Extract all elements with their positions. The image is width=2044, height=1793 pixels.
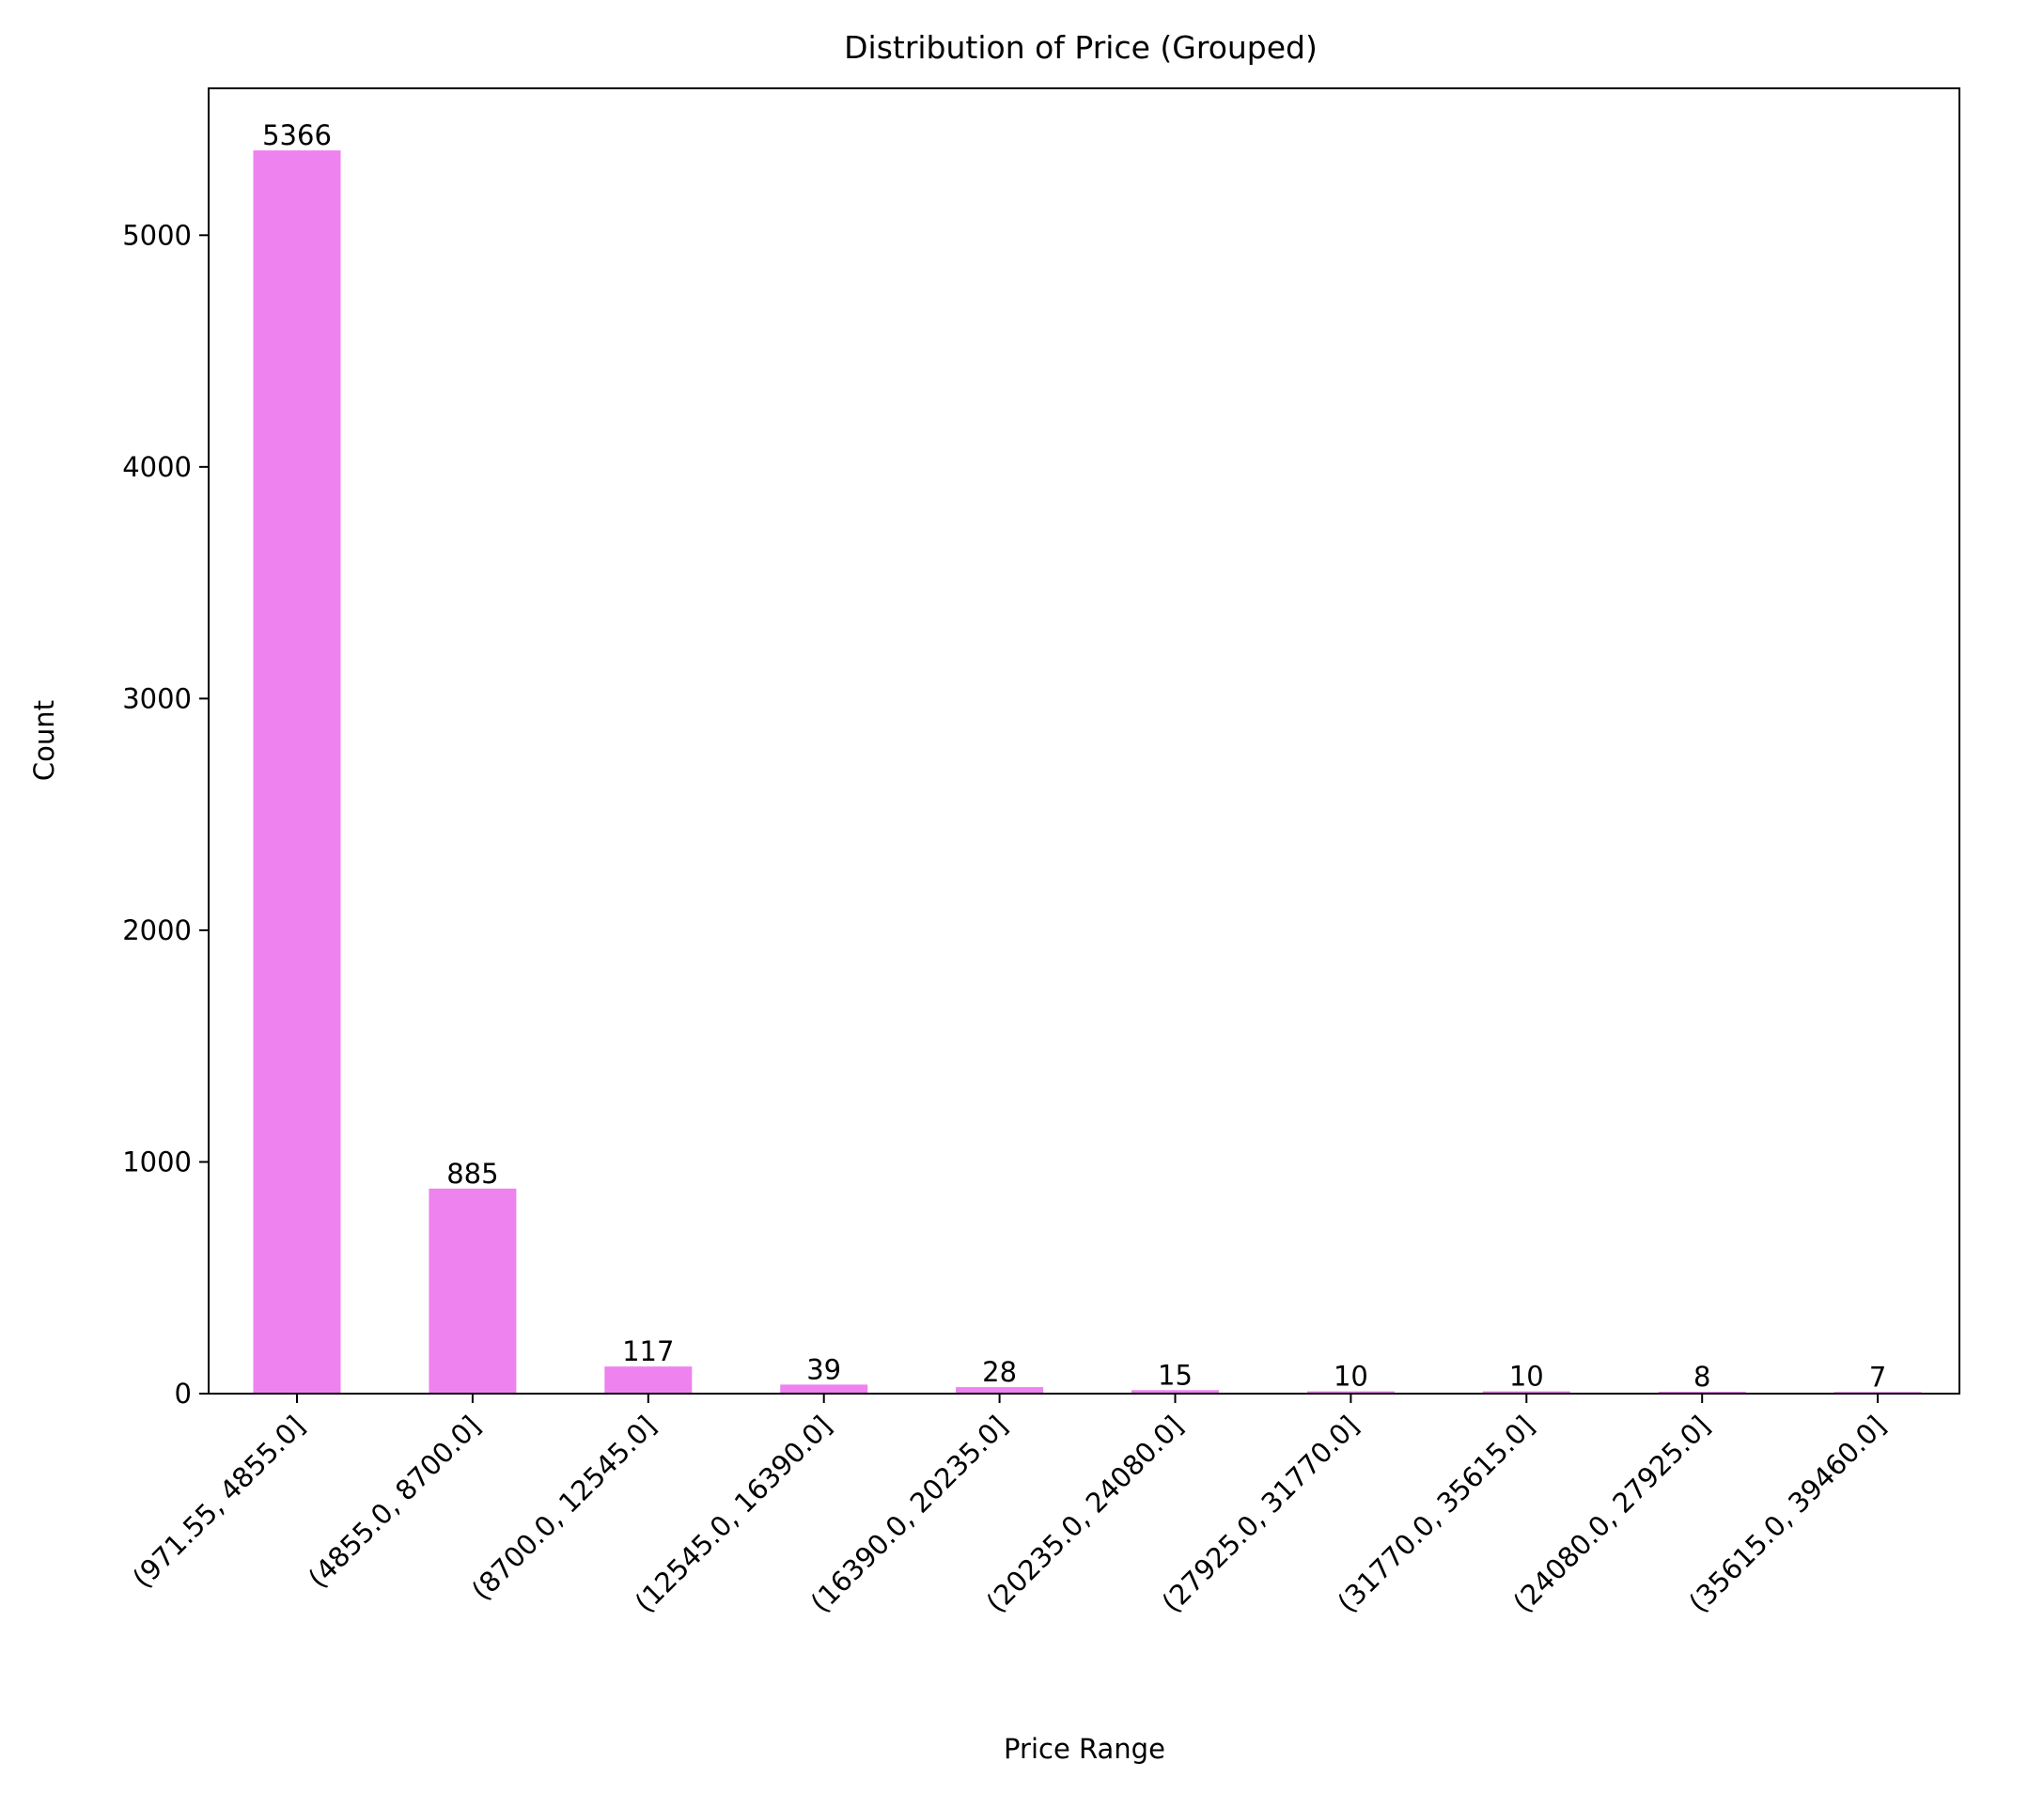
bar-value-label: 15: [1158, 1359, 1193, 1391]
bar-value-label: 8: [1693, 1361, 1710, 1393]
y-tick-label: 1000: [122, 1146, 192, 1177]
bars-layer: [253, 150, 1922, 1395]
y-tick-label: 3000: [122, 682, 192, 714]
bar: [429, 1188, 517, 1394]
bar-value-label: 10: [1509, 1361, 1544, 1393]
bar: [956, 1387, 1044, 1394]
bar-value-label: 5366: [262, 119, 332, 151]
y-tick-label: 4000: [122, 451, 192, 483]
plot-frame: [208, 87, 1960, 1395]
bar: [253, 150, 341, 1395]
bar: [1306, 1391, 1395, 1394]
bar-value-label: 7: [1869, 1361, 1886, 1393]
chart-title: Distribution of Price (Grouped): [844, 29, 1318, 66]
y-axis: 0 1000 2000 3000 4000 5000: [122, 219, 209, 1410]
bar-value-label: 885: [446, 1158, 498, 1190]
bar-value-label: 28: [982, 1356, 1017, 1388]
bar-value-label: 10: [1334, 1361, 1368, 1393]
y-axis-label: Count: [28, 700, 60, 781]
y-tick-label: 5000: [122, 219, 192, 251]
bar-labels-layer: 5366 885 117 39 28 15 10 10 8 7: [262, 119, 1886, 1393]
bar-value-label: 39: [806, 1353, 841, 1385]
bar: [780, 1384, 868, 1394]
bar: [604, 1366, 693, 1394]
x-axis-label: Price Range: [1004, 1733, 1165, 1765]
bar: [1482, 1391, 1570, 1394]
y-tick-label: 0: [175, 1378, 192, 1410]
bar: [1131, 1390, 1219, 1394]
y-tick-label: 2000: [122, 914, 192, 946]
bar-value-label: 117: [622, 1335, 674, 1367]
